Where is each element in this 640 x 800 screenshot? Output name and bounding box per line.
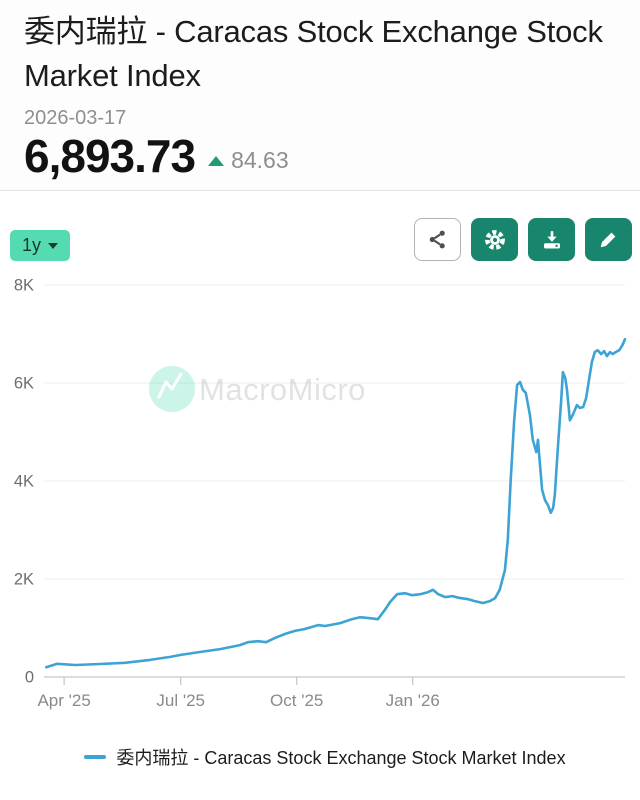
y-axis-tick-label: 2K xyxy=(14,571,34,589)
index-value-row: 6,893.73 84.63 xyxy=(24,133,616,179)
legend-swatch xyxy=(84,755,107,759)
page-title: 委内瑞拉 - Caracas Stock Exchange Stock Mark… xyxy=(24,14,603,94)
y-axis-tick-label: 0 xyxy=(25,669,34,687)
download-button[interactable] xyxy=(528,218,575,261)
y-axis-tick-label: 4K xyxy=(14,473,34,491)
grid-layer: 0 2K 4K 6K 8K xyxy=(14,277,625,687)
x-axis-tick-label: Jan '26 xyxy=(386,691,440,710)
x-axis-layer: Apr '25 Jul '25 Oct '25 Jan '26 xyxy=(37,677,440,710)
watermark-text: MacroMicro xyxy=(199,372,366,407)
chart-area[interactable]: 0 2K 4K 6K 8K MacroMicro Apr '25 Jul '25 Oct '… xyxy=(0,270,640,720)
share-button[interactable] xyxy=(414,218,461,261)
x-axis-tick-label: Apr '25 xyxy=(37,691,90,710)
legend-item[interactable]: 委内瑞拉 - Caracas Stock Exchange Stock Mark… xyxy=(10,744,640,770)
pencil-icon xyxy=(600,232,616,248)
edit-button[interactable] xyxy=(585,218,632,261)
download-icon xyxy=(543,230,560,248)
page-header: 委内瑞拉 - Caracas Stock Exchange Stock Mark… xyxy=(0,0,640,191)
action-buttons xyxy=(414,218,632,261)
gear-icon xyxy=(484,229,505,250)
macromicro-zigzag-icon xyxy=(157,372,183,399)
series-line xyxy=(44,337,627,669)
date-label: 2026-03-17 xyxy=(24,107,127,130)
range-selector-button[interactable]: 1y xyxy=(10,230,71,261)
watermark: MacroMicro xyxy=(149,366,366,412)
range-selector-label: 1y xyxy=(22,235,42,255)
index-value: 6,893.73 xyxy=(24,130,196,183)
x-axis-tick-label: Oct '25 xyxy=(270,691,323,710)
change-badge: 84.63 xyxy=(208,147,289,179)
legend-label: 委内瑞拉 - Caracas Stock Exchange Stock Mark… xyxy=(116,748,566,768)
chevron-down-icon xyxy=(48,242,59,249)
chart-svg[interactable]: 0 2K 4K 6K 8K MacroMicro Apr '25 Jul '25 Oct '… xyxy=(0,270,640,715)
y-axis-tick-label: 6K xyxy=(14,375,34,393)
chart-toolbar: 1y xyxy=(0,191,640,261)
change-value: 84.63 xyxy=(231,147,289,174)
triangle-up-icon xyxy=(208,155,225,166)
y-axis-tick-label: 8K xyxy=(14,277,34,295)
x-axis-tick-label: Jul '25 xyxy=(156,691,205,710)
settings-button[interactable] xyxy=(471,218,518,261)
share-icon xyxy=(429,230,445,249)
